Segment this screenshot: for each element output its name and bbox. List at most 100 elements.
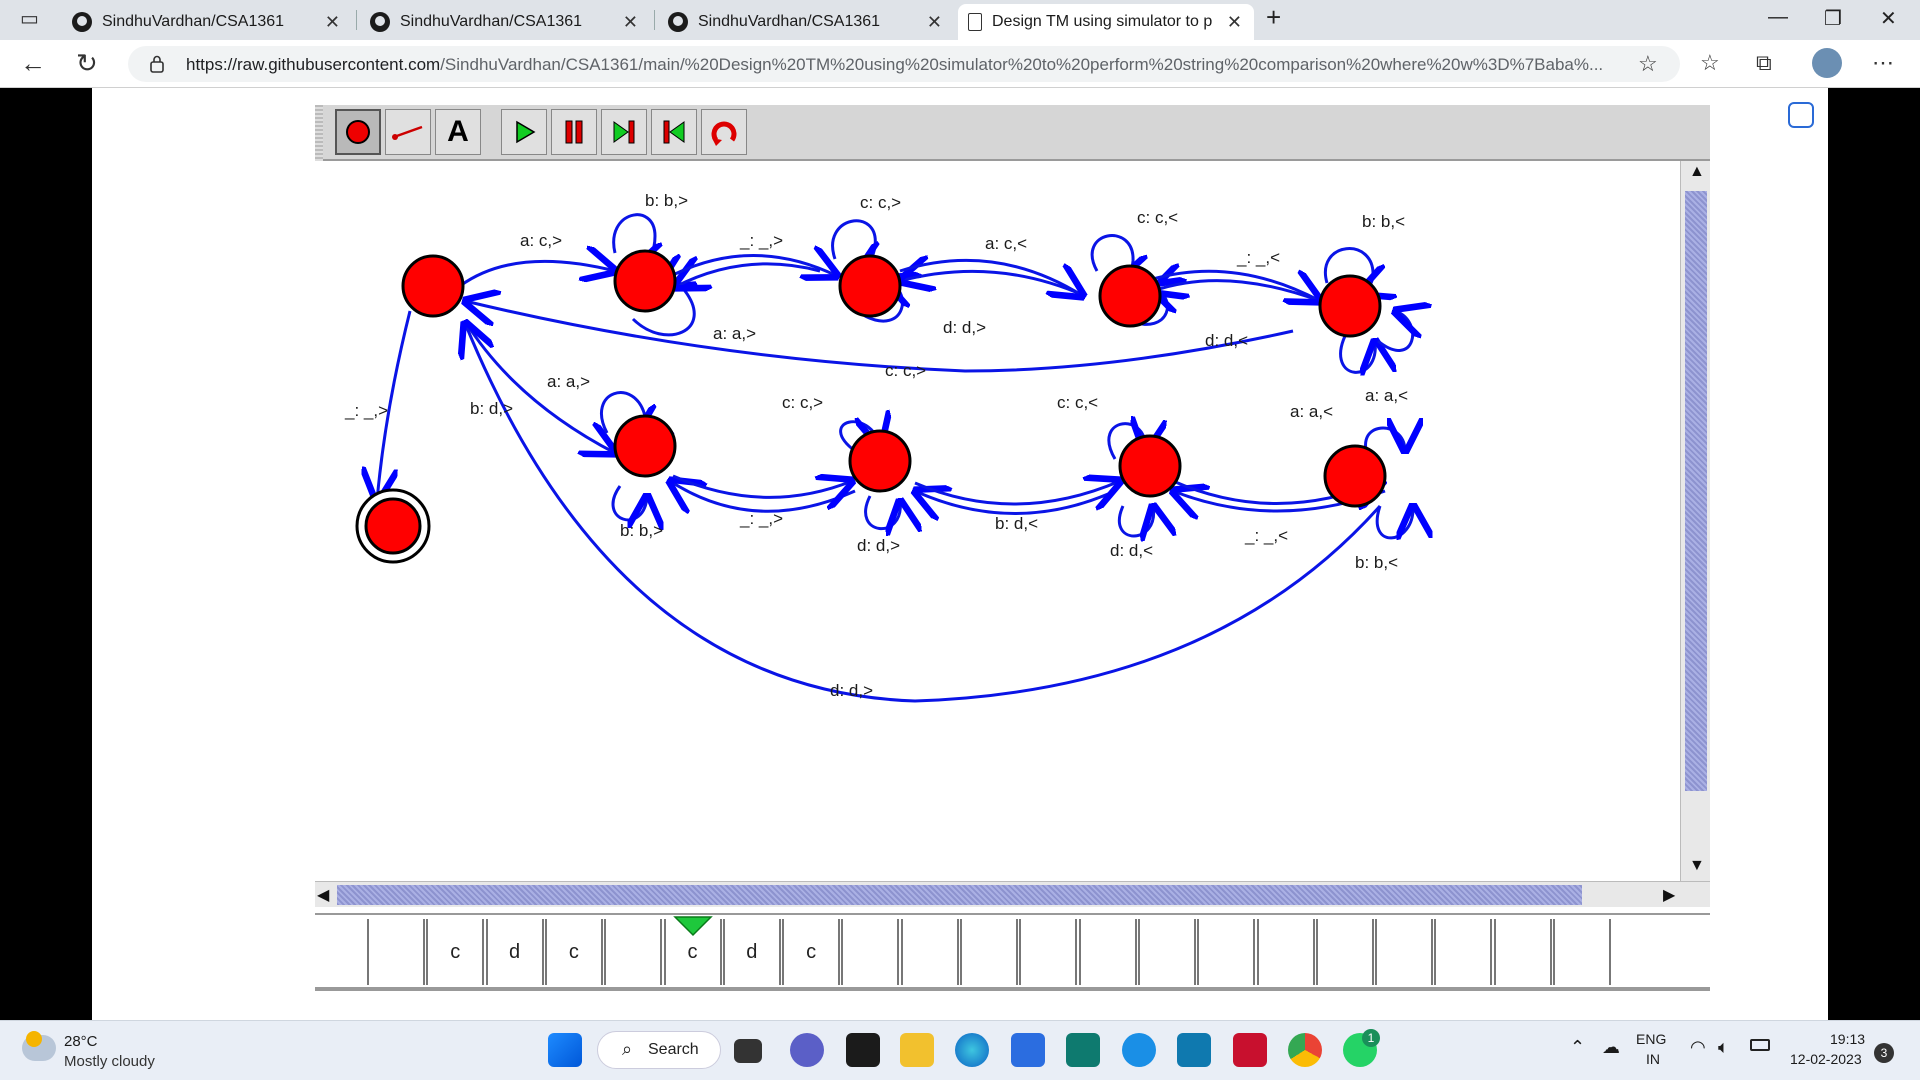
loop-q5-bottom bbox=[611, 485, 647, 520]
label-d-d-right-3: d: d,> bbox=[830, 681, 873, 700]
url-field[interactable]: https://raw.githubusercontent.com/Sindhu… bbox=[128, 46, 1680, 82]
favorites-icon[interactable]: ☆ bbox=[1700, 50, 1720, 75]
tab-3[interactable]: SindhuVardhan/CSA1361 ✕ bbox=[658, 4, 954, 40]
label-c-c-left-2: c: c,< bbox=[1057, 393, 1098, 412]
lang-top[interactable]: ENG bbox=[1636, 1031, 1667, 1047]
scroll-down-arrow[interactable]: ▼ bbox=[1689, 857, 1705, 874]
whatsapp-badge: 1 bbox=[1362, 1029, 1380, 1047]
tab-1[interactable]: SindhuVardhan/CSA1361 ✕ bbox=[62, 4, 352, 40]
tm-diagram-canvas[interactable]: a: c,> b: b,> _: _,> c: c,> a: c,< c: c,… bbox=[315, 161, 1680, 881]
volume-icon[interactable]: 🔈︎ bbox=[1718, 1037, 1729, 1057]
tape-cell: d bbox=[722, 919, 781, 985]
transition-tool-button[interactable] bbox=[385, 109, 431, 155]
loop-q4-bottom bbox=[1339, 335, 1376, 372]
tape-cell: c bbox=[544, 919, 603, 985]
task-view-icon[interactable] bbox=[734, 1039, 762, 1063]
annotation-tool-button[interactable]: A bbox=[435, 109, 481, 155]
label-a-a-left-2: a: a,< bbox=[1290, 402, 1333, 421]
clock-date[interactable]: 12-02-2023 bbox=[1790, 1051, 1862, 1067]
weather-desc: Mostly cloudy bbox=[64, 1053, 155, 1070]
tape-cell bbox=[960, 919, 1018, 985]
url-path: /SindhuVardhan/CSA1361/main/%20Design%20… bbox=[440, 55, 1604, 74]
new-tab-button[interactable]: + bbox=[1266, 2, 1282, 32]
edge-q8-q0 bbox=[465, 323, 1382, 703]
edge-browser-icon[interactable] bbox=[955, 1033, 989, 1067]
tab-title: Design TM using simulator to pe bbox=[992, 13, 1212, 30]
loop-q6-bottom bbox=[864, 495, 901, 529]
teams-chat-icon[interactable] bbox=[790, 1033, 824, 1067]
wifi-icon[interactable]: ◠ bbox=[1690, 1037, 1706, 1057]
restore-button[interactable]: ❐ bbox=[1824, 8, 1842, 30]
reset-button[interactable] bbox=[701, 109, 747, 155]
close-icon[interactable]: ✕ bbox=[1226, 12, 1242, 32]
document-icon bbox=[968, 13, 982, 31]
tab-4-active[interactable]: Design TM using simulator to pe ✕ bbox=[958, 4, 1254, 40]
tape-cell bbox=[1078, 919, 1137, 985]
collections-icon[interactable]: ⧉ bbox=[1756, 50, 1772, 75]
label-blank-right-3: _: _,> bbox=[739, 509, 783, 528]
terminal-icon[interactable] bbox=[846, 1033, 880, 1067]
tm-diagram: a: c,> b: b,> _: _,> c: c,> a: c,< c: c,… bbox=[344, 191, 1680, 703]
url-text: https://raw.githubusercontent.com/Sindhu… bbox=[186, 55, 1646, 75]
refresh-icon[interactable]: ↻ bbox=[76, 48, 98, 78]
clock-time[interactable]: 19:13 bbox=[1830, 1031, 1866, 1047]
app-icon[interactable] bbox=[1066, 1033, 1100, 1067]
transition-labels: a: c,> b: b,> _: _,> c: c,> a: c,< c: c,… bbox=[344, 191, 1408, 700]
visual-search-icon[interactable] bbox=[1788, 102, 1814, 128]
vertical-scrollbar[interactable]: ▲ ▼ bbox=[1680, 161, 1710, 881]
label-b-b-left-1: b: b,< bbox=[1362, 212, 1405, 231]
tab-actions-icon[interactable]: ▭ bbox=[20, 8, 39, 30]
edge-q3-q2 bbox=[900, 271, 1086, 298]
search-label: Search bbox=[648, 1041, 699, 1058]
tab-separator bbox=[654, 10, 655, 30]
pause-button[interactable] bbox=[551, 109, 597, 155]
lang-bottom[interactable]: IN bbox=[1646, 1051, 1660, 1067]
state-tool-button[interactable] bbox=[335, 109, 381, 155]
edge-q2-q1 bbox=[675, 264, 821, 287]
onedrive-icon[interactable]: ☁ bbox=[1602, 1037, 1620, 1057]
reset-icon bbox=[711, 121, 737, 146]
store-icon[interactable] bbox=[1011, 1033, 1045, 1067]
close-icon[interactable]: ✕ bbox=[622, 12, 638, 32]
tape-cell bbox=[1375, 919, 1434, 985]
help-icon[interactable] bbox=[1122, 1033, 1156, 1067]
profile-avatar[interactable] bbox=[1812, 48, 1842, 78]
horizontal-scrollbar[interactable]: ◀ ▶ bbox=[315, 881, 1710, 907]
search-button[interactable]: ⌕ Search bbox=[597, 1031, 721, 1069]
label-c-c-right-1: c: c,> bbox=[860, 193, 901, 212]
back-arrow-icon[interactable]: ← bbox=[20, 48, 46, 78]
battery-icon[interactable] bbox=[1750, 1039, 1770, 1051]
notification-badge[interactable]: 3 bbox=[1874, 1043, 1894, 1063]
state-q3 bbox=[1098, 264, 1162, 328]
file-explorer-icon[interactable] bbox=[900, 1033, 934, 1067]
show-hidden-icons[interactable]: ⌃ bbox=[1570, 1037, 1586, 1057]
tape-cell: c bbox=[426, 919, 485, 985]
edge-q5-q6 bbox=[672, 476, 852, 497]
close-icon[interactable]: ✕ bbox=[324, 12, 340, 32]
windows-start-icon[interactable] bbox=[548, 1033, 582, 1067]
close-window-button[interactable]: ✕ bbox=[1880, 8, 1897, 30]
horizontal-scroll-thumb[interactable] bbox=[337, 885, 1582, 905]
tab-2[interactable]: SindhuVardhan/CSA1361 ✕ bbox=[360, 4, 650, 40]
more-menu-icon[interactable]: ⋯ bbox=[1872, 50, 1894, 75]
close-icon[interactable]: ✕ bbox=[926, 12, 942, 32]
jflap-screenshot: A bbox=[315, 105, 1710, 995]
tab-separator bbox=[356, 10, 357, 30]
state-q8 bbox=[1323, 444, 1387, 508]
run-button[interactable] bbox=[501, 109, 547, 155]
rewind-button[interactable] bbox=[651, 109, 697, 155]
scroll-left-arrow[interactable]: ◀ bbox=[317, 887, 330, 904]
scroll-right-arrow[interactable]: ▶ bbox=[1663, 887, 1676, 904]
vertical-scroll-thumb[interactable] bbox=[1685, 191, 1707, 791]
step-button[interactable] bbox=[601, 109, 647, 155]
prime-video-icon[interactable] bbox=[1177, 1033, 1211, 1067]
tape-cell bbox=[604, 919, 663, 985]
scroll-up-arrow[interactable]: ▲ bbox=[1689, 163, 1705, 180]
state-q5 bbox=[613, 414, 677, 478]
add-favorite-icon[interactable]: ☆ bbox=[1638, 51, 1658, 76]
play-icon bbox=[516, 120, 536, 144]
chrome-icon[interactable] bbox=[1288, 1033, 1322, 1067]
label-b-b-right: b: b,> bbox=[645, 191, 688, 210]
mcafee-icon[interactable] bbox=[1233, 1033, 1267, 1067]
minimize-button[interactable]: — bbox=[1768, 6, 1788, 28]
